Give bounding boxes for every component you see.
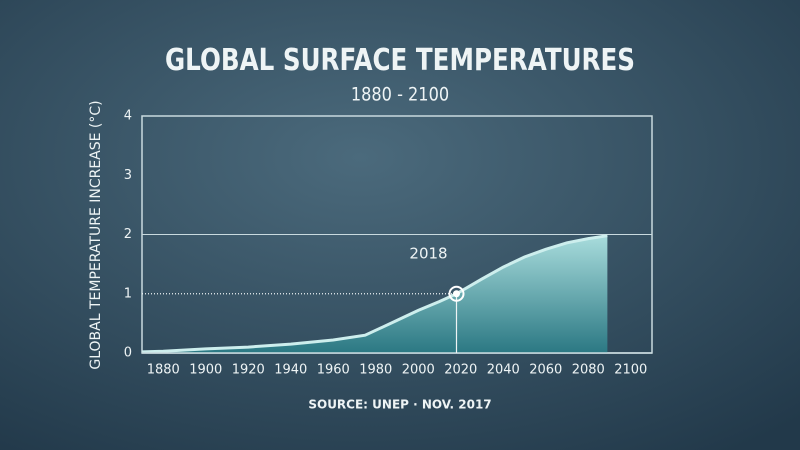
x-tick-label: 1960 [317,363,350,378]
y-tick-label: 2 [124,227,132,242]
x-tick-label: 2080 [572,363,605,378]
annotation-marker [448,285,465,302]
y-tick-label: 0 [124,346,132,361]
line [141,234,608,354]
chart-subtitle: 1880 - 2100 [351,84,449,106]
y-tick-label: 3 [124,168,132,183]
x-tick-label: 1900 [189,363,222,378]
x-tick-label: 1940 [274,363,307,378]
y-tick-label: 4 [124,109,132,124]
x-tick-label: 2100 [614,363,647,378]
x-tick-label: 1980 [359,363,392,378]
x-tick-label: 1920 [232,363,265,378]
annotation-label: 2018 [409,244,447,262]
y-axis-label: GLOBAL TEMPERATURE INCREASE (°C) [88,100,104,369]
y-tick-label: 1 [124,286,132,301]
annotation-dot [453,290,460,298]
x-tick-label: 2020 [444,363,477,378]
x-tick-label: 2040 [487,363,520,378]
chart-title: GLOBAL SURFACE TEMPERATURES [165,44,635,78]
area [142,235,608,353]
x-tick-label: 2060 [529,363,562,378]
source: SOURCE: UNEP · NOV. 2017 [308,398,491,412]
x-tick-label: 2000 [402,363,435,378]
x-tick-label: 1880 [147,363,180,378]
